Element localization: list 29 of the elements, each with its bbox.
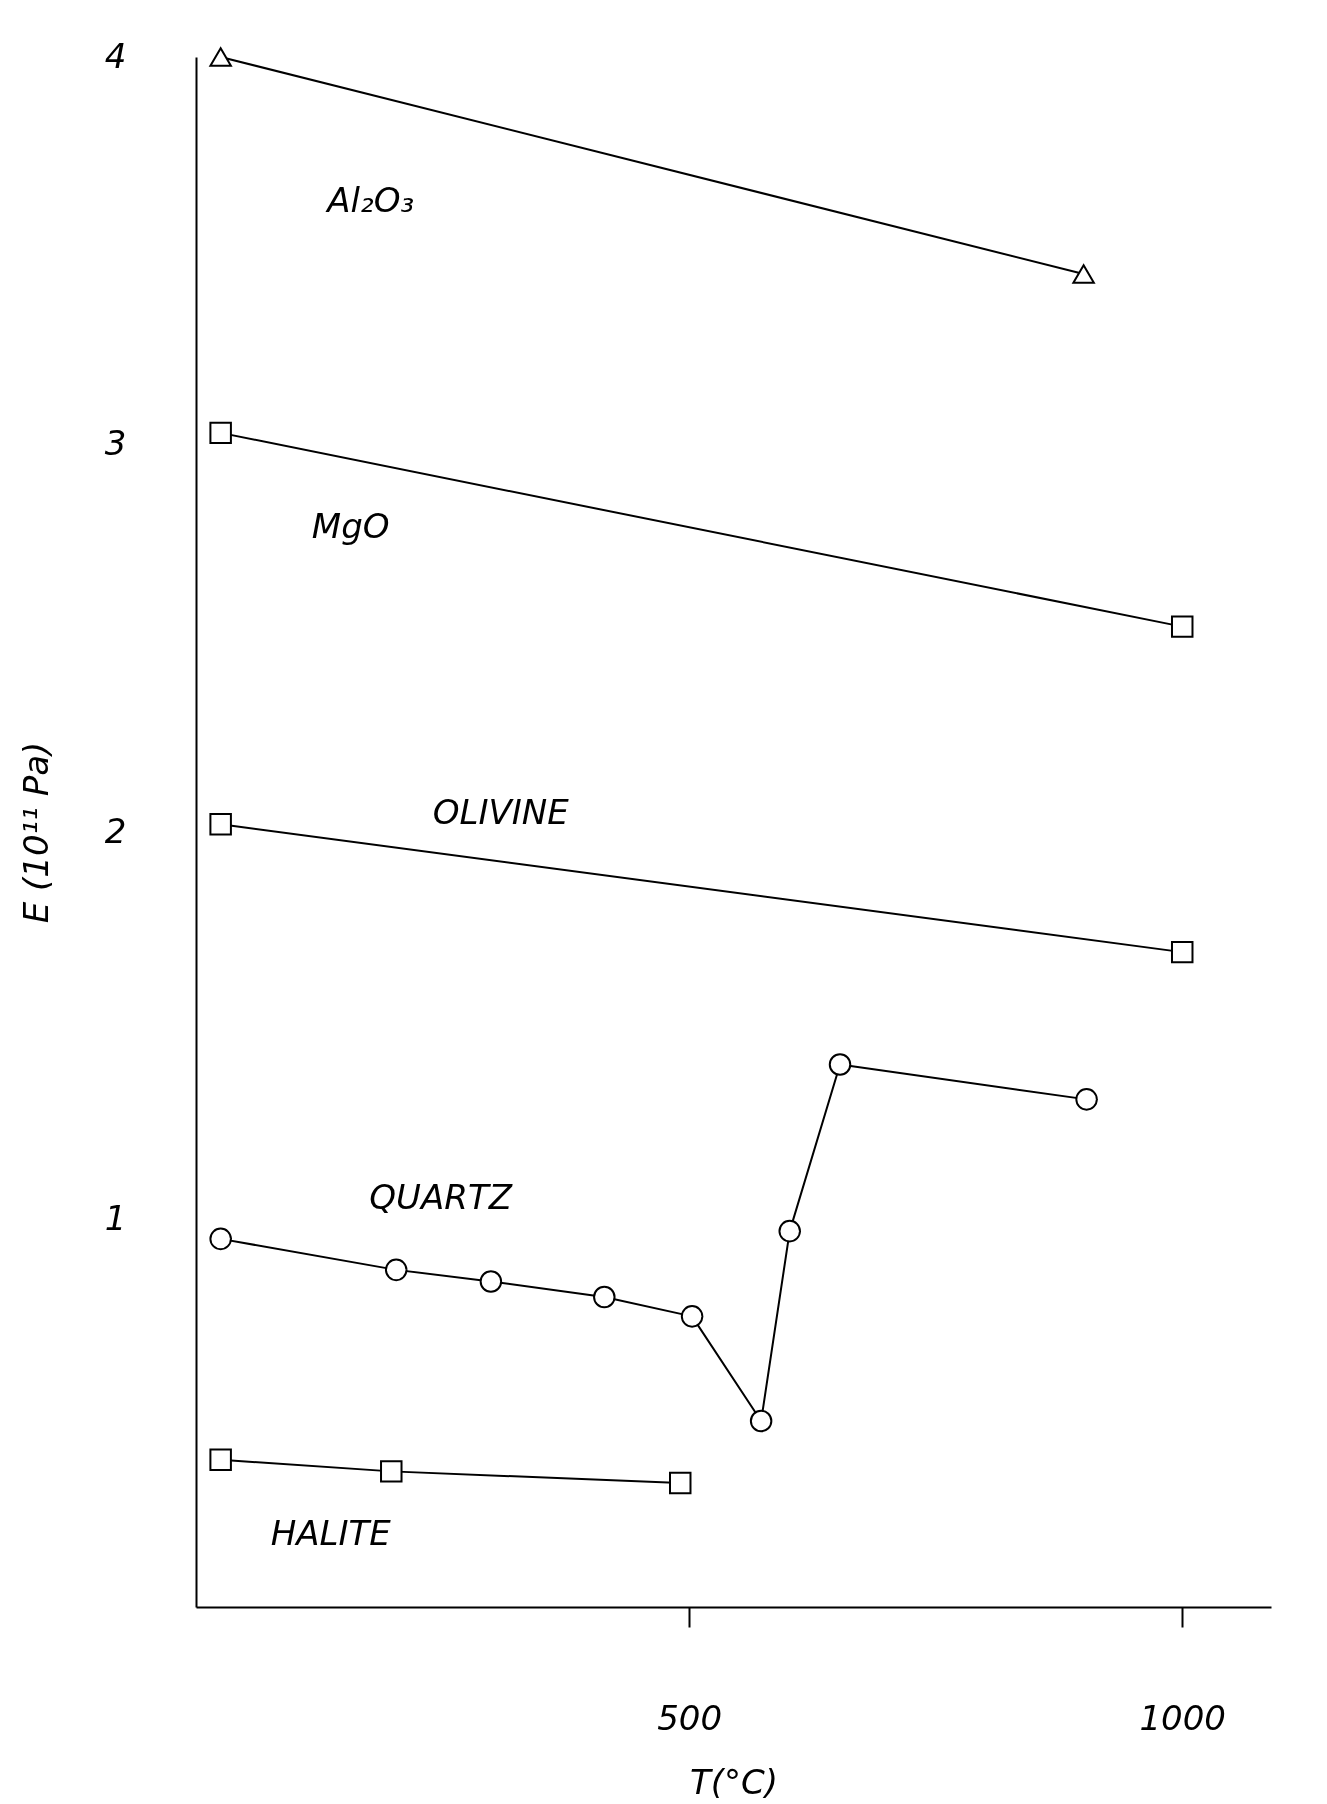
text: Al₂O₃	[325, 180, 415, 220]
point	[380, 1460, 403, 1483]
x-tick-label: 1000	[1139, 1697, 1226, 1738]
point	[669, 1471, 692, 1495]
point	[828, 1053, 852, 1076]
point	[680, 1305, 704, 1328]
point	[1170, 940, 1194, 964]
point	[1170, 615, 1194, 638]
point	[479, 1270, 503, 1293]
point	[209, 1448, 232, 1471]
point	[593, 1285, 616, 1309]
y-tick-label: 3	[104, 423, 127, 463]
series-label: QUARTZ	[369, 1176, 513, 1217]
point	[209, 1227, 232, 1251]
series-label: MgO	[311, 505, 390, 546]
point	[209, 421, 232, 445]
point	[209, 813, 232, 836]
y-tick-label: 4	[104, 35, 127, 76]
y-tick-label: 1	[104, 1198, 127, 1238]
point	[778, 1219, 801, 1243]
y-axis-title: E (10¹¹ Pa)	[15, 741, 56, 924]
series-label: HALITE	[270, 1512, 392, 1553]
point	[384, 1258, 408, 1282]
series-label: OLIVINE	[432, 792, 570, 833]
x-tick-label: 500	[657, 1697, 723, 1738]
point	[1075, 1088, 1098, 1111]
x-axis-title: T(°C)	[689, 1761, 779, 1802]
y-tick-label: 2	[104, 810, 127, 851]
point	[749, 1409, 773, 1433]
